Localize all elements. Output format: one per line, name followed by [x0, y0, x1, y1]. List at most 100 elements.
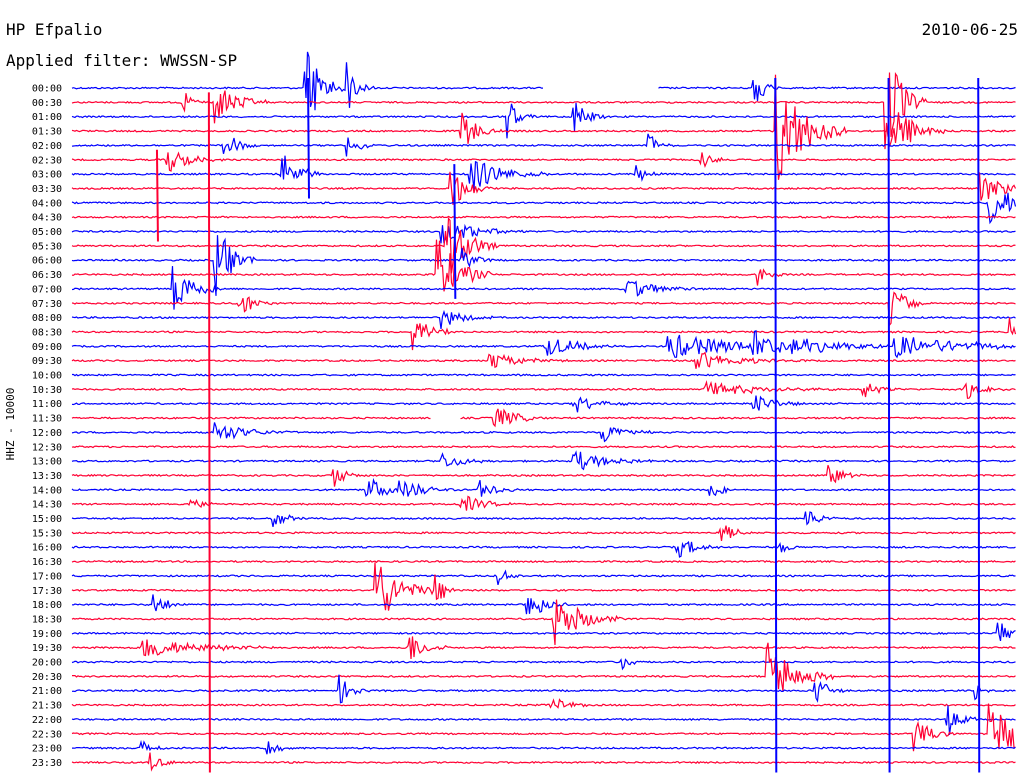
trace-row — [71, 171, 1017, 205]
row-time-label: 15:30 — [32, 528, 62, 539]
trace-row — [71, 599, 1016, 646]
trace-row — [71, 317, 1017, 351]
row-time-label: 08:30 — [32, 327, 62, 338]
row-time-label: 19:30 — [32, 643, 62, 654]
spike-line — [774, 77, 778, 773]
trace-row — [71, 752, 1016, 772]
row-time-label: 02:00 — [32, 141, 62, 152]
filter-label: Applied filter: WWSSN-SP — [6, 51, 237, 70]
trace-row — [72, 373, 1016, 377]
row-time-label: 08:00 — [32, 313, 62, 324]
trace-row — [71, 636, 1016, 660]
row-time-label: 21:00 — [32, 686, 62, 697]
trace-row — [71, 408, 1016, 428]
row-time-label: 11:00 — [32, 399, 62, 410]
row-time-label: 01:30 — [32, 127, 62, 138]
trace-row — [71, 151, 1016, 172]
row-time-label: 09:30 — [32, 356, 62, 367]
row-time-label: 07:30 — [32, 299, 62, 310]
row-time-label: 05:00 — [32, 227, 62, 238]
trace-row — [71, 102, 1016, 139]
trace-row — [71, 235, 1016, 296]
trace-row — [71, 540, 1016, 558]
trace-row — [71, 445, 1016, 449]
row-time-label: 12:30 — [32, 442, 62, 453]
trace-row — [72, 642, 1016, 692]
trace-row — [71, 562, 1016, 611]
row-time-label: 03:30 — [32, 184, 62, 195]
row-time-label: 04:00 — [32, 198, 62, 209]
trace-row — [71, 309, 1016, 329]
trace-row — [71, 51, 1016, 111]
row-time-label: 23:00 — [32, 744, 62, 755]
row-time-label: 06:30 — [32, 270, 62, 281]
trace-row — [71, 511, 1016, 528]
channel-label: HHZ - 10000 — [4, 388, 17, 461]
row-time-label: 05:30 — [32, 241, 62, 252]
station-title: HP Efpalio — [6, 20, 102, 39]
row-time-label: 10:00 — [32, 371, 62, 382]
row-time-label: 13:30 — [32, 471, 62, 482]
trace-row — [71, 559, 1016, 564]
trace-row — [71, 705, 1016, 735]
row-time-label: 18:30 — [32, 614, 62, 625]
spike-line — [977, 77, 981, 773]
trace-row — [71, 74, 1016, 180]
row-time-label: 12:00 — [32, 428, 62, 439]
trace-row — [71, 192, 1017, 225]
row-time-label: 18:00 — [32, 600, 62, 611]
spike-line — [887, 77, 891, 773]
row-time-label: 19:00 — [32, 629, 62, 640]
row-time-label: 14:00 — [32, 485, 62, 496]
row-time-label: 07:00 — [32, 284, 62, 295]
trace-row — [71, 674, 1016, 704]
row-time-label: 13:00 — [32, 457, 62, 468]
trace-row — [71, 291, 1016, 327]
trace-row — [71, 216, 1016, 274]
trace-row — [71, 351, 1016, 369]
trace-row — [71, 698, 1016, 709]
trace-row — [71, 266, 1016, 310]
row-time-label: 14:30 — [32, 500, 62, 511]
row-time-label: 16:30 — [32, 557, 62, 568]
trace-row — [71, 395, 1016, 413]
trace-row — [71, 477, 1016, 498]
trace-row — [71, 155, 1016, 190]
date-label: 2010-06-25 — [922, 20, 1018, 39]
trace-row — [71, 329, 1016, 359]
row-time-label: 21:30 — [32, 701, 62, 712]
trace-row — [71, 422, 1016, 443]
row-time-label: 00:30 — [32, 98, 62, 109]
trace-row — [71, 239, 1016, 292]
trace-row — [71, 569, 1016, 586]
spike-line — [453, 164, 457, 299]
row-time-label: 20:30 — [32, 672, 62, 683]
trace-row — [71, 525, 1016, 541]
row-time-label: 15:00 — [32, 514, 62, 525]
trace-row — [71, 71, 1016, 150]
row-time-label: 17:00 — [32, 571, 62, 582]
trace-row — [71, 379, 1016, 399]
row-time-label: 00:00 — [32, 84, 62, 95]
trace-row — [71, 703, 1016, 752]
trace-row — [72, 739, 1016, 755]
row-time-label: 06:00 — [32, 256, 62, 267]
row-time-label: 16:00 — [32, 543, 62, 554]
spike-line — [207, 92, 211, 773]
trace-row — [71, 622, 1016, 642]
row-time-label: 20:00 — [32, 658, 62, 669]
trace-row — [71, 658, 1016, 671]
row-time-label: 22:00 — [32, 715, 62, 726]
row-time-label: 04:30 — [32, 213, 62, 224]
row-time-label: 22:30 — [32, 729, 62, 740]
row-time-label: 03:00 — [32, 170, 62, 181]
row-time-label: 09:00 — [32, 342, 62, 353]
row-time-label: 23:30 — [32, 758, 62, 769]
row-time-label: 02:30 — [32, 155, 62, 166]
spike-line — [307, 77, 310, 199]
row-time-label: 17:30 — [32, 586, 62, 597]
trace-row — [71, 465, 1016, 487]
trace-row — [71, 495, 1016, 511]
spike-line — [155, 149, 159, 242]
